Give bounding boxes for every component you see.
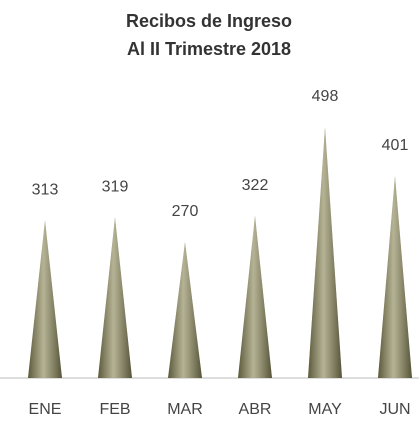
- data-label: 313: [32, 181, 59, 198]
- chart-title: Recibos de Ingreso: [126, 11, 292, 31]
- chart-subtitle: Al II Trimestre 2018: [127, 39, 291, 59]
- x-tick-label: MAR: [167, 401, 203, 418]
- bar-shade: [308, 127, 342, 379]
- x-tick-label: JUN: [379, 401, 410, 418]
- x-tick-label: ABR: [239, 401, 272, 418]
- x-tick-label: FEB: [99, 401, 130, 418]
- data-label: 319: [102, 178, 129, 195]
- bar-shade: [98, 217, 132, 378]
- bar-shade: [168, 241, 202, 378]
- data-label: 270: [172, 203, 199, 220]
- bar-shade: [28, 220, 62, 378]
- bar-shade: [238, 215, 272, 378]
- x-tick-label: ENE: [29, 401, 62, 418]
- data-label: 498: [312, 88, 339, 105]
- x-tick-label: MAY: [308, 401, 342, 418]
- data-label: 322: [242, 177, 269, 194]
- data-label: 401: [382, 137, 409, 154]
- bar-shade: [378, 175, 412, 378]
